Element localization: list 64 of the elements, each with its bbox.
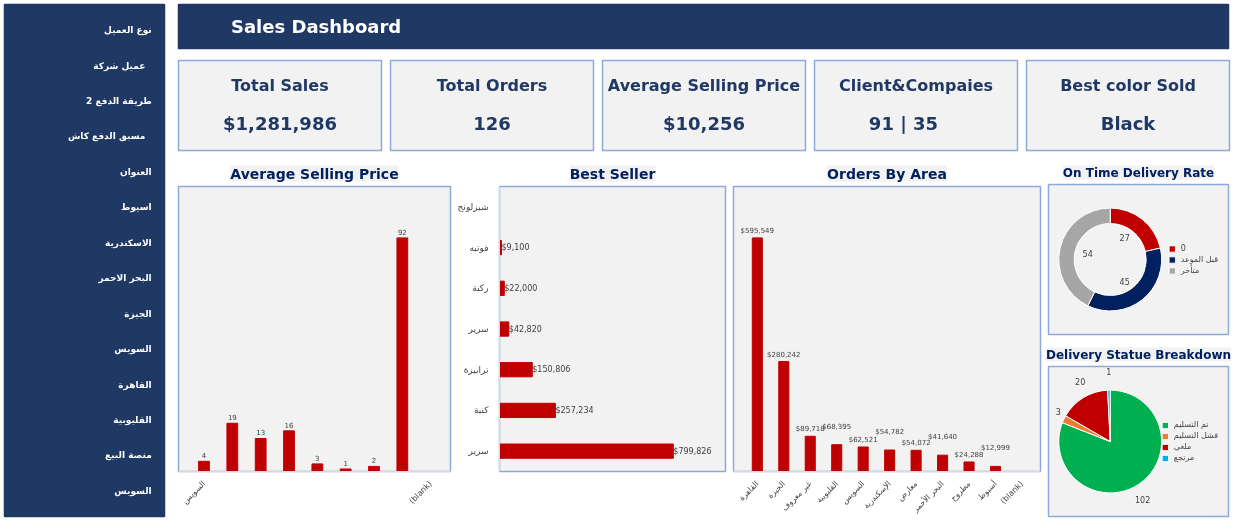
text: العنوان	[120, 166, 152, 178]
text: الاسكندرية	[104, 237, 152, 249]
data-label: 54	[1082, 249, 1093, 259]
x-tick-label: السويس	[839, 479, 867, 506]
text: Average Selling Price	[607, 76, 801, 96]
data-label: $150,806	[532, 365, 571, 375]
chart-title: Best Seller	[569, 165, 656, 182]
text: طريقة الدفع 2	[86, 95, 152, 107]
text: منصة البيع	[105, 450, 152, 462]
data-label: 3	[1055, 407, 1061, 417]
data-label: $257,234	[555, 405, 594, 415]
y-tick-label: كنبة	[473, 405, 490, 416]
x-tick-label: مطروح	[948, 479, 973, 503]
chart-title: Average Selling Price	[230, 165, 399, 182]
text: Best color Sold	[1060, 76, 1196, 96]
y-tick-label: ترابيزة	[463, 364, 489, 375]
text: $10,256	[663, 113, 745, 134]
x-tick-label: معارض	[895, 479, 920, 503]
text: القليوبية	[113, 415, 152, 427]
x-tick-label: أسيوط	[975, 478, 999, 502]
data-label: $9,100	[501, 243, 530, 253]
legend-label: ملغي	[1173, 442, 1193, 451]
text: البحر الاحمر	[97, 273, 152, 285]
text: نوع العميل	[104, 25, 152, 37]
text: Total Sales	[231, 76, 329, 96]
y-tick-label: سرير	[467, 324, 489, 334]
data-label: 102	[1135, 495, 1151, 505]
data-label: 45	[1119, 277, 1130, 287]
data-label: 1	[1106, 368, 1112, 378]
text: $1,281,986	[223, 113, 337, 134]
data-label: $42,820	[508, 324, 542, 334]
data-label: 27	[1119, 234, 1130, 244]
chart-title: Delivery Statue Breakdown	[1045, 347, 1232, 362]
y-tick-label: سرير	[467, 446, 489, 457]
text: 91 | 35	[868, 113, 939, 134]
x-tick-label: القليوبية	[814, 479, 840, 505]
y-tick-label: ركنة	[472, 283, 489, 294]
chart-title: On Time Delivery Rate	[1062, 165, 1215, 180]
x-tick-label: الجيزة	[765, 479, 787, 501]
legend-label: 0	[1180, 243, 1187, 253]
text: Total Orders	[436, 76, 548, 96]
text: Sales Dashboard	[231, 16, 402, 37]
legend-label: فشل التسليم	[1173, 431, 1218, 440]
text: مسبق الدفع كاش	[67, 131, 146, 143]
legend-label: مرتجع	[1173, 453, 1195, 462]
x-tick-label: القاهرة	[737, 479, 761, 503]
y-tick-label: فوتيه	[469, 242, 489, 253]
legend-label: متأخر	[1180, 265, 1200, 275]
text: Client&Compaies	[838, 76, 994, 96]
data-label: $799,826	[673, 446, 712, 456]
legend-label: قبل الموعد	[1180, 254, 1218, 264]
text: عميل شركة	[93, 60, 146, 72]
data-label: 20	[1075, 378, 1086, 388]
x-tick-label: السويس	[180, 479, 208, 506]
chart-title: Orders By Area	[827, 165, 947, 182]
legend-label: تم التسليم	[1173, 420, 1209, 429]
text: Black	[1100, 113, 1157, 134]
text: السويس	[114, 344, 152, 356]
y-tick-label: شيزلونج	[457, 201, 489, 212]
data-label: $22,000	[504, 283, 538, 293]
text: اسيوط	[121, 202, 152, 214]
text: القاهرة	[118, 379, 152, 391]
text: الجيزة	[124, 308, 152, 320]
text: 126	[473, 113, 511, 134]
